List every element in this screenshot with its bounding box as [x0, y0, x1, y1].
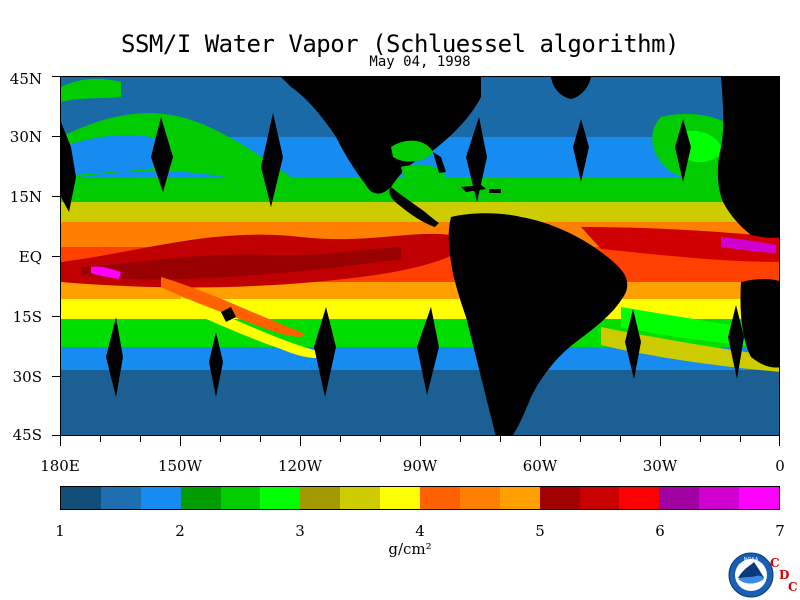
- colorbar-label-2: 2: [175, 522, 185, 540]
- colorbar-label-3: 3: [295, 522, 305, 540]
- lon-tick: [700, 436, 701, 442]
- colorbar-label-4: 4: [415, 522, 425, 540]
- colorbar-swatch: [619, 487, 660, 509]
- colorbar-swatch: [100, 487, 141, 509]
- lat-tick: [52, 376, 60, 377]
- lon-tick: [340, 436, 341, 442]
- lon-tick: [500, 436, 501, 442]
- colorbar-swatch: [340, 487, 381, 509]
- lon-label-60w: 60W: [522, 457, 558, 475]
- colorbar-swatch: [140, 487, 181, 509]
- lat-tick: [52, 196, 60, 197]
- colorbar: [60, 486, 780, 510]
- colorbar-swatch: [499, 487, 540, 509]
- lon-tick: [140, 436, 141, 442]
- lon-label-90w: 90W: [402, 457, 438, 475]
- lon-tick: [580, 436, 581, 442]
- colorbar-swatch: [300, 487, 341, 509]
- water-vapor-map: [60, 76, 780, 436]
- lon-label-0: 0: [775, 457, 785, 475]
- colorbar-swatch: [659, 487, 700, 509]
- lon-tick: [460, 436, 461, 442]
- lon-tick: [260, 436, 261, 442]
- colorbar-label-5: 5: [535, 522, 545, 540]
- lon-tick: [60, 436, 61, 446]
- colorbar-swatch: [61, 487, 101, 509]
- lat-label-15s: 15S: [12, 308, 42, 326]
- lat-tick: [52, 435, 60, 436]
- lat-tick: [52, 256, 60, 257]
- lon-tick: [620, 436, 621, 442]
- lon-tick: [660, 436, 661, 446]
- colorbar-label-1: 1: [55, 522, 65, 540]
- lat-label-45n: 45N: [9, 70, 42, 88]
- colorbar-swatch: [539, 487, 580, 509]
- cdc-letter-c1: C: [770, 556, 780, 570]
- lat-label-eq: EQ: [18, 248, 42, 266]
- lon-tick: [220, 436, 221, 442]
- lon-tick: [100, 436, 101, 442]
- noaa-logo-text: NOAA: [744, 557, 759, 563]
- cdc-letter-d: D: [779, 568, 790, 582]
- colorbar-label-7: 7: [775, 522, 785, 540]
- colorbar-label-6: 6: [655, 522, 665, 540]
- lat-label-15n: 15N: [9, 188, 42, 206]
- map-title: SSM/I Water Vapor (Schluessel algorithm): [121, 30, 679, 58]
- lon-tick: [380, 436, 381, 442]
- lon-label-30w: 30W: [642, 457, 678, 475]
- lon-tick: [540, 436, 541, 446]
- noaa-logo-icon: NOAA: [728, 552, 774, 598]
- lon-tick: [420, 436, 421, 446]
- lon-tick: [300, 436, 301, 446]
- lat-tick: [52, 316, 60, 317]
- lat-label-30s: 30S: [12, 368, 42, 386]
- colorbar-swatch: [699, 487, 740, 509]
- lat-label-30n: 30N: [9, 128, 42, 146]
- colorbar-swatch: [739, 487, 780, 509]
- colorbar-swatch: [220, 487, 261, 509]
- colorbar-swatch: [380, 487, 421, 509]
- colorbar-swatch: [459, 487, 500, 509]
- lon-label-120w: 120W: [277, 457, 323, 475]
- lon-tick: [180, 436, 181, 446]
- colorbar-unit: g/cm²: [388, 540, 432, 558]
- colorbar-swatch: [420, 487, 460, 509]
- cdc-letter-c2: C: [788, 580, 798, 594]
- map-date: May 04, 1998: [369, 54, 471, 70]
- colorbar-swatch: [260, 487, 301, 509]
- lon-label-150w: 150W: [157, 457, 203, 475]
- lat-label-45s: 45S: [12, 426, 42, 444]
- colorbar-swatch: [180, 487, 221, 509]
- lon-tick: [740, 436, 741, 442]
- lon-tick: [779, 436, 780, 446]
- colorbar-swatch: [579, 487, 620, 509]
- map-field: [61, 77, 779, 435]
- lon-label-180e: 180E: [40, 457, 80, 475]
- lat-tick: [52, 136, 60, 137]
- lat-tick: [52, 76, 60, 77]
